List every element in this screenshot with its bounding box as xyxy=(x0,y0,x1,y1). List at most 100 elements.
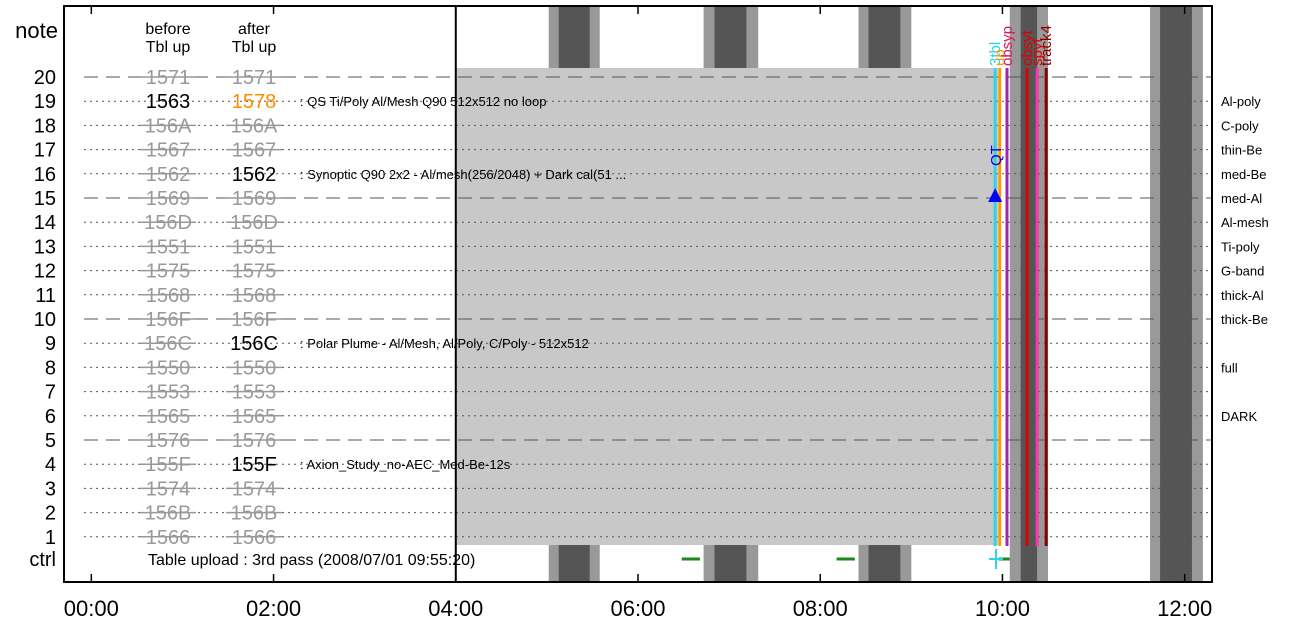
x-tick-label: 02:00 xyxy=(246,596,301,621)
filter-label: DARK xyxy=(1221,409,1257,424)
row-number: 9 xyxy=(45,333,56,355)
before-value: 1574 xyxy=(146,478,191,500)
after-value: 1565 xyxy=(232,406,277,428)
filter-label: C-poly xyxy=(1221,118,1259,133)
row-number: 11 xyxy=(35,285,56,307)
event-line-label: obsyp xyxy=(999,26,1016,66)
row-number: 10 xyxy=(34,309,56,331)
row-number: 6 xyxy=(45,406,56,428)
row-number: 19 xyxy=(34,91,56,113)
event-line-label: up xyxy=(992,49,1009,66)
event-line-label: spyt xyxy=(1029,38,1046,66)
before-value: 1553 xyxy=(146,382,191,404)
x-tick-label: 12:00 xyxy=(1157,596,1212,621)
before-value: 1551 xyxy=(146,236,191,258)
after-value: 1576 xyxy=(232,430,277,452)
x-tick-label: 06:00 xyxy=(610,596,665,621)
x-tick-label: 08:00 xyxy=(793,596,848,621)
before-value: 156A xyxy=(145,115,192,137)
row-axis-label: note xyxy=(15,18,58,43)
row-number: 15 xyxy=(34,188,56,210)
row-number: 5 xyxy=(45,430,56,452)
plot-frame xyxy=(63,5,1213,583)
after-value: 156B xyxy=(231,503,278,525)
filter-label: thick-Al xyxy=(1221,288,1264,303)
row-number: 18 xyxy=(34,115,56,137)
before-value: 1565 xyxy=(146,406,191,428)
grey-block xyxy=(455,68,998,545)
after-value: 1551 xyxy=(232,236,277,258)
row-description: : Synoptic Q90 2x2 - Al/mesh(256/2048) +… xyxy=(300,167,626,182)
x-axis: 00:00 02:00 04:00 06:00 08:00 10:00 12:00 xyxy=(64,6,1212,621)
before-value: 156B xyxy=(145,503,192,525)
after-value: 1553 xyxy=(232,382,277,404)
before-value: 1566 xyxy=(146,527,191,549)
before-value: 1571 xyxy=(146,67,191,89)
night-band-inner xyxy=(1160,6,1192,582)
row-number: 7 xyxy=(45,382,56,404)
filter-label: Al-poly xyxy=(1221,94,1261,109)
before-value: 1569 xyxy=(146,188,191,210)
after-value: 156C xyxy=(230,333,278,355)
before-value: 1568 xyxy=(146,285,191,307)
after-value: 1578 xyxy=(232,91,277,113)
row-number: 16 xyxy=(34,164,56,186)
event-line-label: 3tbl xyxy=(987,42,1004,66)
row-number: 4 xyxy=(45,454,56,476)
after-value: 1562 xyxy=(232,164,277,186)
row-number: 12 xyxy=(34,261,56,283)
event-line-label: obsyt xyxy=(1019,29,1036,66)
before-value: 1567 xyxy=(146,140,191,162)
x-tick-label: 04:00 xyxy=(428,596,483,621)
row-number: 2 xyxy=(45,503,56,525)
filter-label: full xyxy=(1221,360,1238,375)
after-value: 156F xyxy=(231,309,277,331)
filter-label: med-Al xyxy=(1221,191,1262,206)
after-value: 1571 xyxy=(232,67,277,89)
filter-label: thin-Be xyxy=(1221,143,1262,158)
filter-label: Ti-poly xyxy=(1221,239,1260,254)
row-number: 8 xyxy=(45,357,56,379)
after-value: 156A xyxy=(231,115,278,137)
filter-label: med-Be xyxy=(1221,167,1267,182)
row-number: 3 xyxy=(45,478,56,500)
row-number: 13 xyxy=(34,236,56,258)
before-value: 155F xyxy=(145,454,191,476)
column-header: Tbl up xyxy=(146,39,191,56)
column-header: Tbl up xyxy=(232,39,277,56)
after-value: 1550 xyxy=(232,357,277,379)
after-value: 1568 xyxy=(232,285,277,307)
after-value: 1567 xyxy=(232,140,277,162)
after-value: 1569 xyxy=(232,188,277,210)
row-number: 17 xyxy=(34,140,56,162)
qt-label: QT xyxy=(988,145,1005,166)
after-value: 156D xyxy=(230,212,278,234)
qt-marker xyxy=(988,188,1003,202)
event-line-label: track4 xyxy=(1038,25,1055,66)
row-description: : Axion_Study_no-AEC_Med-Be-12s xyxy=(300,457,511,472)
ctrl-label: ctrl xyxy=(29,549,56,571)
before-value: 1563 xyxy=(146,91,191,113)
after-value: 155F xyxy=(231,454,277,476)
row-description: : QS Ti/Poly Al/Mesh Q90 512x512 no loop xyxy=(300,94,546,109)
row-number: 1 xyxy=(45,527,56,549)
x-tick-label: 00:00 xyxy=(64,596,119,621)
before-value: 1576 xyxy=(146,430,191,452)
before-value: 156C xyxy=(144,333,192,355)
row-number: 14 xyxy=(34,212,56,234)
before-value: 156D xyxy=(144,212,192,234)
night-band-inner xyxy=(1020,6,1038,582)
before-value: 1550 xyxy=(146,357,191,379)
after-value: 1574 xyxy=(232,478,277,500)
filter-label: thick-Be xyxy=(1221,312,1268,327)
ctrl-note: Table upload : 3rd pass (2008/07/01 09:5… xyxy=(148,552,475,569)
x-tick-label: 10:00 xyxy=(975,596,1030,621)
before-value: 1562 xyxy=(146,164,191,186)
before-value: 156F xyxy=(145,309,191,331)
row-description: : Polar Plume - Al/Mesh, Al/Poly, C/Poly… xyxy=(300,336,589,351)
column-header: before xyxy=(145,21,190,38)
filter-label: Al-mesh xyxy=(1221,215,1269,230)
